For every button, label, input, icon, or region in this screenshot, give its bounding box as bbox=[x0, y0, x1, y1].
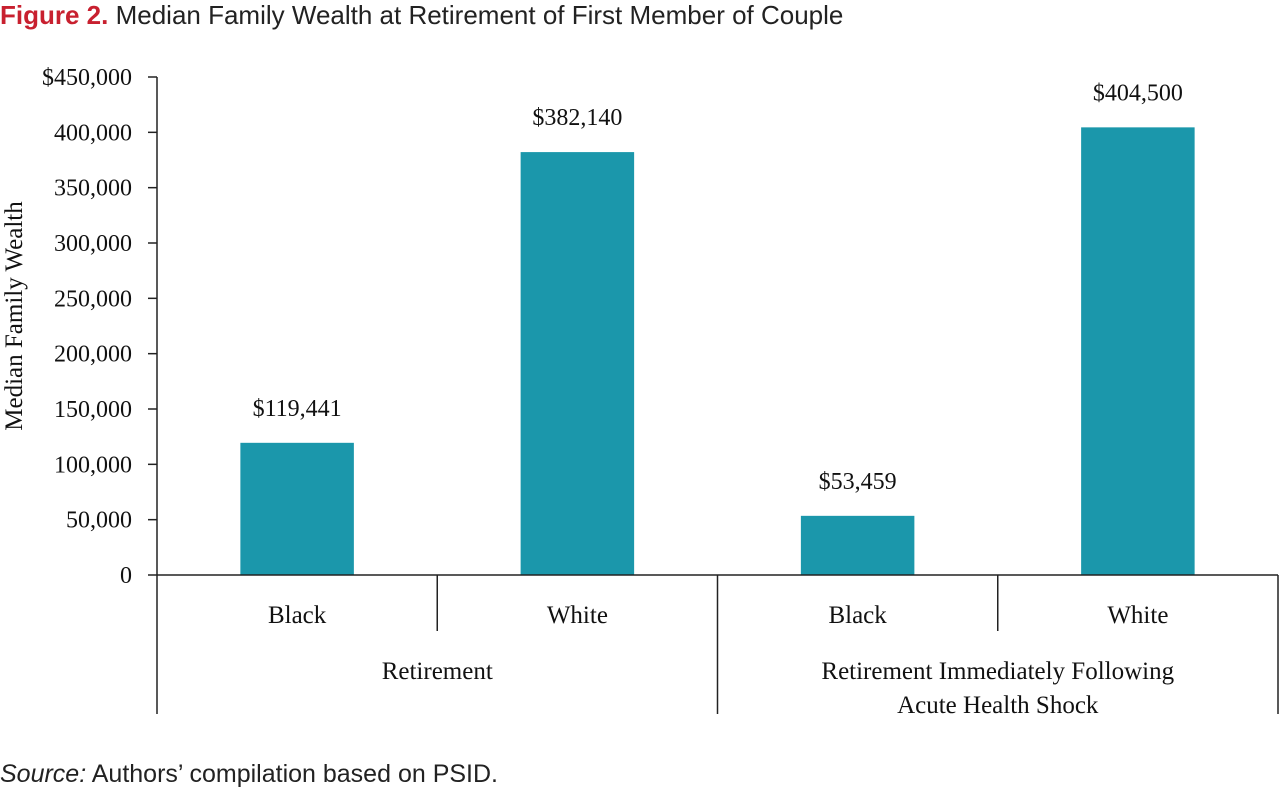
y-tick-label: 100,000 bbox=[54, 452, 132, 478]
y-tick-label: 150,000 bbox=[54, 397, 132, 423]
y-tick-label: $450,000 bbox=[42, 65, 132, 91]
y-tick-label: 350,000 bbox=[54, 176, 132, 202]
bar bbox=[1081, 127, 1195, 575]
bar bbox=[800, 515, 915, 575]
data-label: $119,441 bbox=[253, 396, 342, 422]
x-axis: Black White Black White Retirement Retirement… bbox=[156, 574, 1279, 719]
data-label: $382,140 bbox=[532, 105, 622, 131]
source-text: Authors’ compilation based on PSID. bbox=[91, 760, 498, 788]
group-label: Retirement Immediately Following bbox=[821, 658, 1174, 685]
y-tick-label: 400,000 bbox=[54, 120, 132, 146]
category-label: Black bbox=[268, 602, 327, 629]
source-note: Source: Authors’ compilation based on PS… bbox=[0, 760, 498, 789]
title-text: Median Family Wealth at Retirement of Fi… bbox=[115, 0, 844, 30]
y-tick-label: 300,000 bbox=[54, 231, 132, 257]
figure-label: Figure 2. bbox=[0, 0, 109, 30]
y-tick-label: 200,000 bbox=[54, 342, 132, 368]
group-label: Acute Health Shock bbox=[897, 692, 1099, 719]
group-label: Retirement bbox=[382, 658, 493, 685]
y-axis: 0 50,000 100,000 150,000 200,000 250,000 300,0… bbox=[1, 65, 158, 589]
y-tick-label: 50,000 bbox=[66, 508, 132, 534]
category-label: Black bbox=[828, 602, 887, 629]
source-prefix: Source: bbox=[0, 760, 87, 788]
data-label: $404,500 bbox=[1093, 80, 1183, 106]
category-label: White bbox=[547, 602, 608, 629]
bar bbox=[240, 442, 354, 575]
y-tick-label: 0 bbox=[120, 563, 132, 589]
data-label: $53,459 bbox=[819, 469, 897, 495]
category-label: White bbox=[1107, 602, 1168, 629]
chart-title: Figure 2. Median Family Wealth at Retire… bbox=[0, 0, 1280, 30]
y-tick-label: 250,000 bbox=[54, 286, 132, 312]
bars: $119,441 $382,140 $53,459 $404,500 bbox=[240, 80, 1195, 576]
y-axis-title: Median Family Wealth bbox=[1, 201, 28, 431]
bar bbox=[520, 152, 635, 576]
